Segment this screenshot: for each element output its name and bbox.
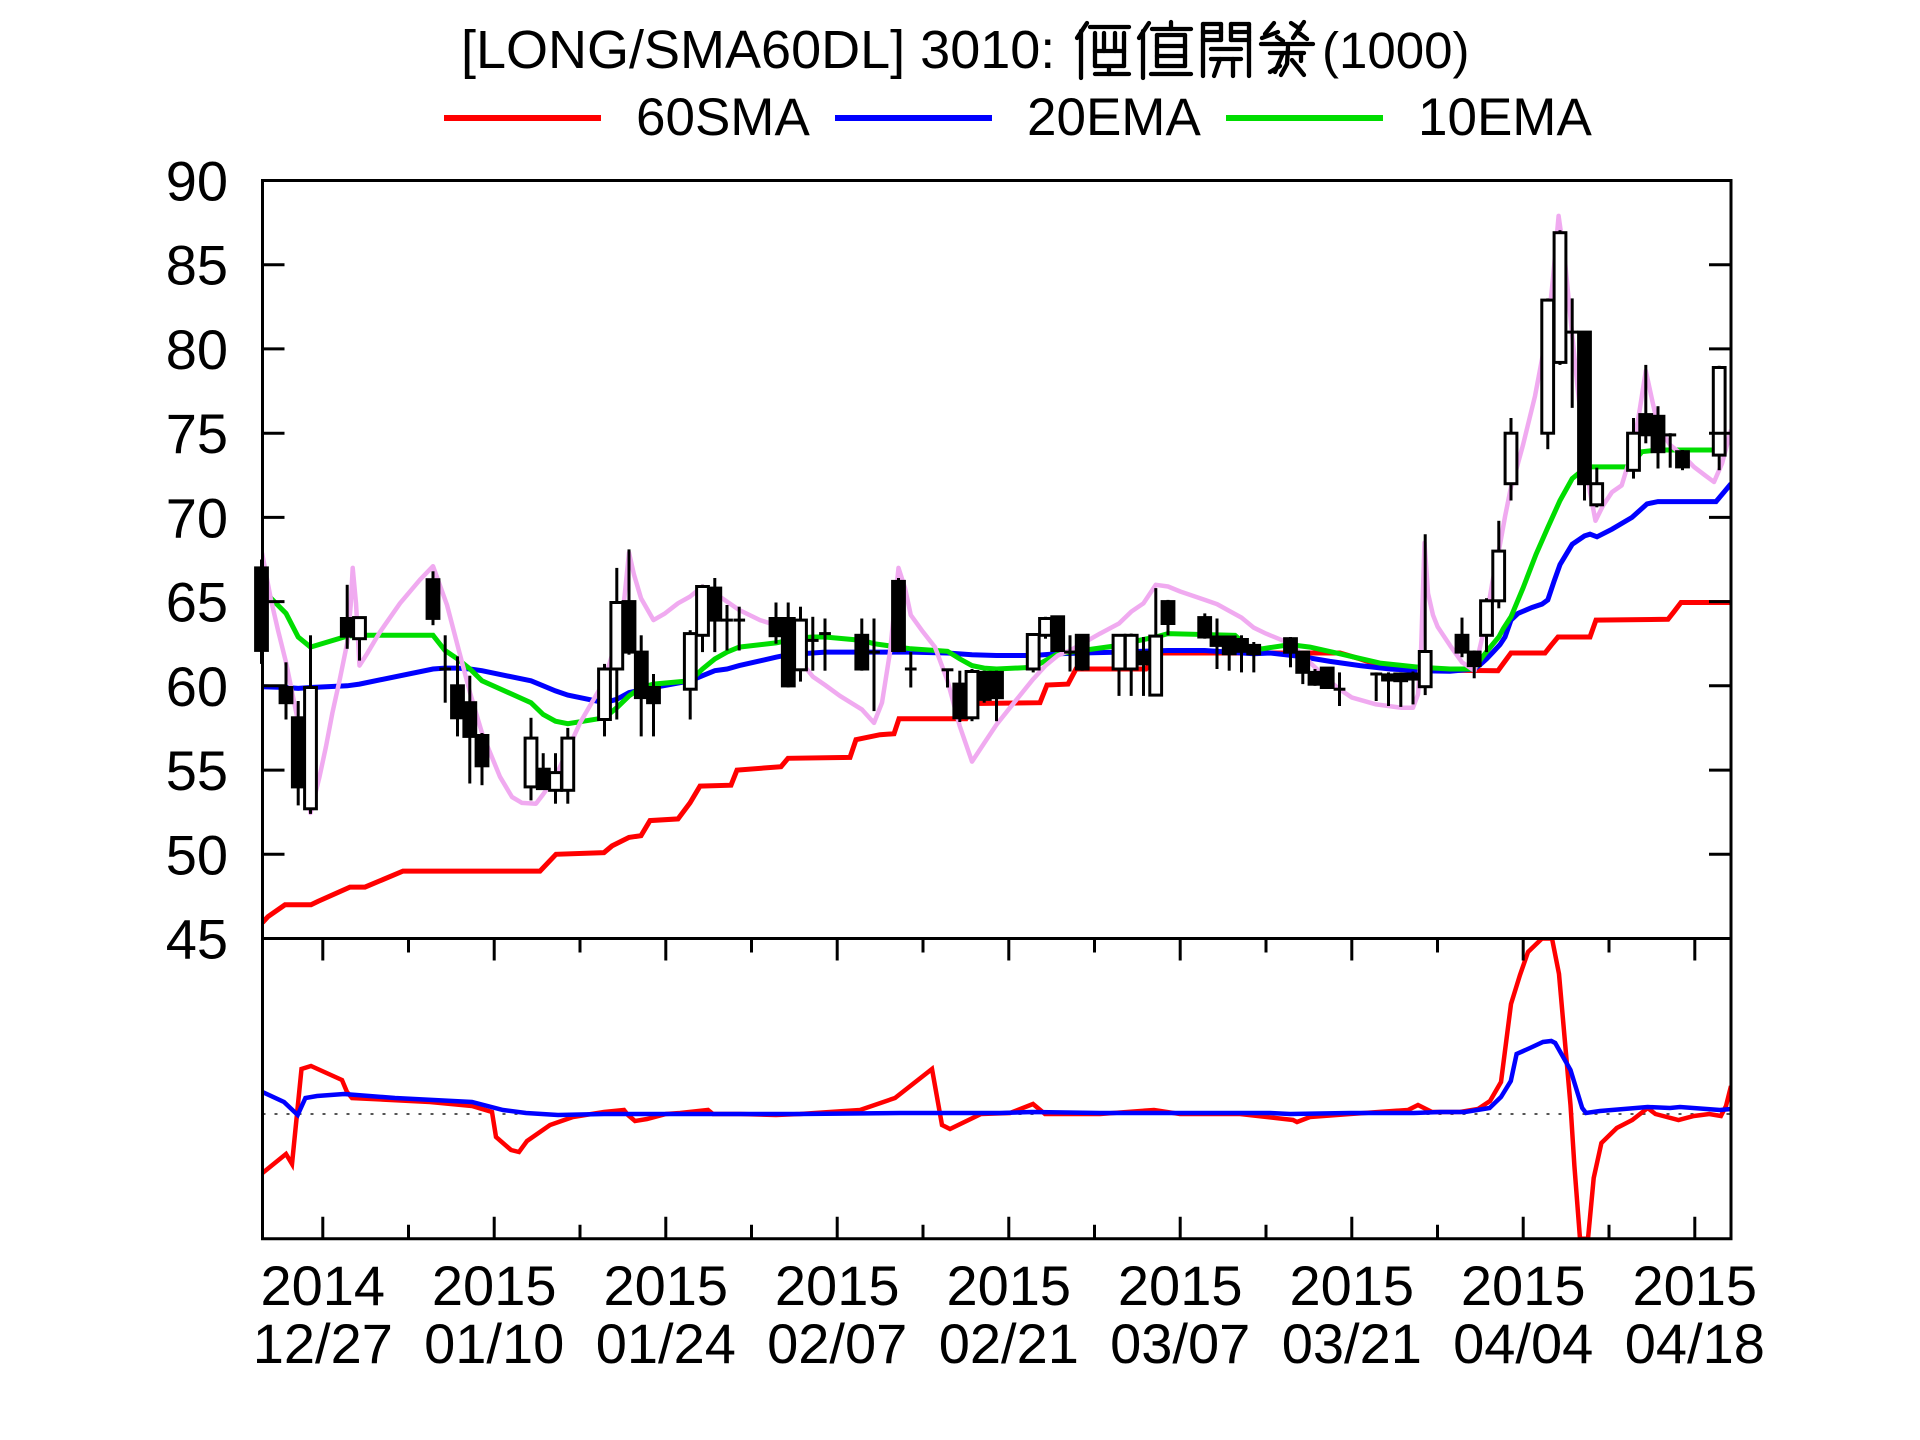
svg-text:[LONG/SMA60DL] 3010:: [LONG/SMA60DL] 3010: xyxy=(461,20,1055,80)
svg-text:50: 50 xyxy=(166,823,228,886)
svg-text:(1000): (1000) xyxy=(1322,22,1469,79)
svg-text:04/18: 04/18 xyxy=(1625,1312,1765,1375)
svg-text:2015: 2015 xyxy=(947,1254,1072,1317)
svg-text:03/21: 03/21 xyxy=(1282,1312,1422,1375)
svg-text:03/07: 03/07 xyxy=(1110,1312,1250,1375)
svg-text:01/24: 01/24 xyxy=(596,1312,736,1375)
svg-text:2015: 2015 xyxy=(1633,1254,1758,1317)
svg-text:04/04: 04/04 xyxy=(1453,1312,1593,1375)
svg-text:65: 65 xyxy=(166,571,228,634)
svg-text:02/07: 02/07 xyxy=(767,1312,907,1375)
svg-text:2014: 2014 xyxy=(261,1254,386,1317)
svg-text:55: 55 xyxy=(166,739,228,802)
svg-text:45: 45 xyxy=(166,908,228,971)
svg-text:2015: 2015 xyxy=(432,1254,557,1317)
svg-text:2015: 2015 xyxy=(775,1254,900,1317)
svg-text:2015: 2015 xyxy=(1461,1254,1586,1317)
svg-text:2015: 2015 xyxy=(1118,1254,1243,1317)
svg-text:2015: 2015 xyxy=(1290,1254,1415,1317)
svg-text:20EMA: 20EMA xyxy=(1027,88,1201,147)
svg-text:10EMA: 10EMA xyxy=(1418,88,1592,147)
svg-text:75: 75 xyxy=(166,402,228,465)
svg-text:70: 70 xyxy=(166,486,228,549)
svg-text:12/27: 12/27 xyxy=(253,1312,393,1375)
svg-text:02/21: 02/21 xyxy=(939,1312,1079,1375)
svg-text:2015: 2015 xyxy=(604,1254,729,1317)
svg-text:60SMA: 60SMA xyxy=(636,88,810,147)
svg-text:85: 85 xyxy=(166,234,228,297)
svg-text:01/10: 01/10 xyxy=(424,1312,564,1375)
svg-text:90: 90 xyxy=(166,150,228,213)
svg-text:80: 80 xyxy=(166,318,228,381)
svg-text:60: 60 xyxy=(166,655,228,718)
